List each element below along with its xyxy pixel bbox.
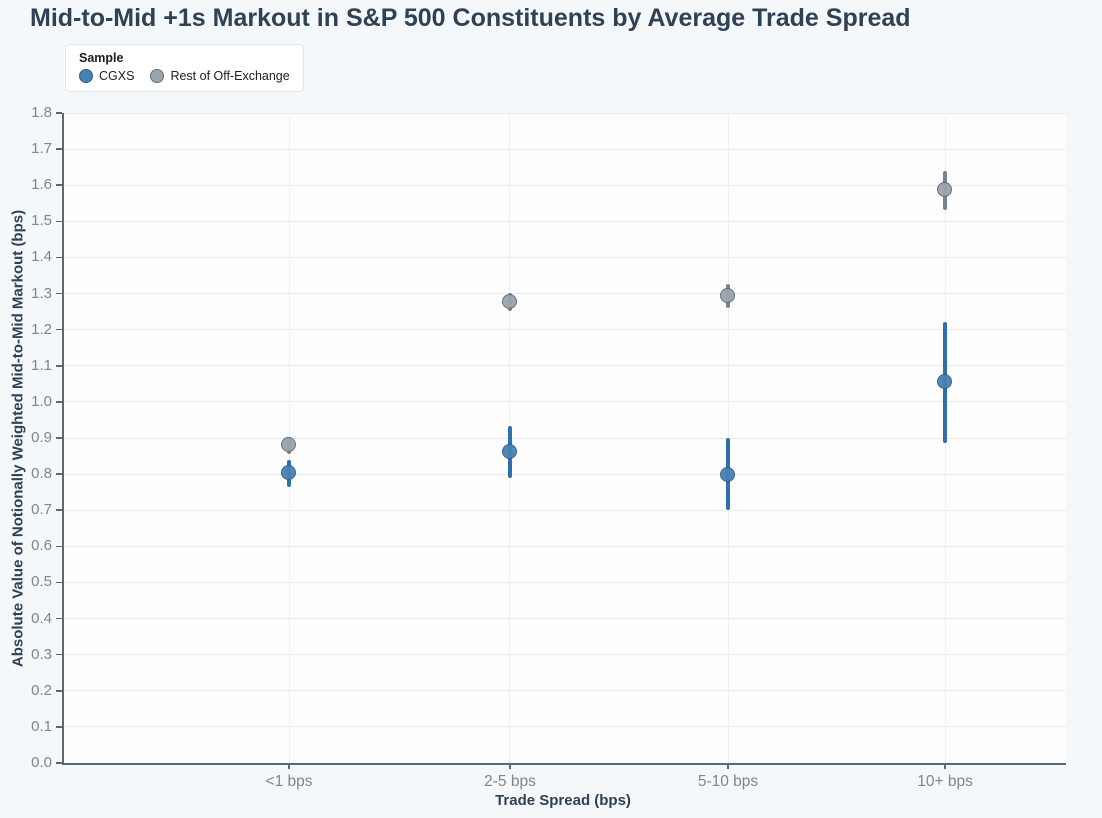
data-point [501,443,517,459]
data-point [501,293,517,309]
x-axis-title: Trade Spread (bps) [495,792,631,809]
y-tick-label: 0.0 [31,754,52,771]
x-tick-mark [509,763,511,769]
x-tick-label: 10+ bps [917,773,973,790]
y-tick-label: 0.3 [31,645,52,663]
data-point [720,288,736,304]
x-tick-mark [288,763,290,769]
legend-label: Rest of Off-Exchange [170,69,290,83]
y-tick-mark [56,365,62,367]
y-tick-mark [56,401,62,403]
series-marker-icon [150,69,165,83]
y-gridline [64,509,1066,511]
x-tick-label: <1 bps [265,773,313,790]
y-tick-mark [56,112,62,114]
y-gridline [64,726,1066,728]
legend-title: Sample [79,51,124,65]
y-tick-label: 1.5 [31,212,52,230]
y-tick-mark [56,653,62,656]
y-tick-label: 1.8 [31,104,52,121]
y-tick-label: 0.4 [31,609,52,627]
y-tick-label: 0.1 [31,717,52,735]
y-tick-label: 1.2 [31,320,52,338]
y-gridline [64,618,1066,620]
y-gridline [64,473,1066,475]
x-tick-label: 5-10 bps [697,773,759,790]
y-tick-mark [56,220,62,223]
y-tick-mark [56,292,62,295]
y-gridline [64,690,1066,692]
y-gridline [64,256,1066,258]
y-tick-mark [56,617,62,620]
y-tick-mark [56,473,62,475]
y-gridline [64,365,1066,367]
y-tick-label: 1.1 [31,356,52,374]
y-tick-mark [56,762,62,764]
y-gridline [64,401,1066,403]
data-point [937,373,953,389]
data-point [281,465,297,481]
y-gridline [64,545,1066,547]
y-tick-mark [56,690,62,692]
y-gridline [64,293,1066,295]
legend-item[interactable]: CGXS [79,69,134,83]
y-tick-label: 0.9 [31,429,52,446]
y-tick-mark [56,545,62,548]
y-tick-label: 1.6 [31,176,52,194]
y-tick-mark [56,148,62,150]
legend-label: CGXS [99,69,135,83]
chart-title: Mid-to-Mid +1s Markout in S&P 500 Consti… [30,4,911,32]
y-gridline [64,329,1066,331]
y-tick-mark [56,581,62,584]
series-marker-icon [79,69,93,83]
plot-area: 0.0 0.1 0.2 0.3 0.4 0.5 0.6 0.7 0.8 0.9 1.0 1.1 1.2 1… [31,104,1066,790]
y-tick-mark [56,726,62,728]
y-gridline [64,437,1066,439]
y-tick-label: 0.6 [31,537,52,555]
x-tick-label: 2-5 bps [484,773,536,790]
y-tick-label: 1.4 [31,248,52,266]
y-tick-mark [56,328,62,331]
y-tick-label: 0.8 [31,465,52,483]
data-point [720,466,736,482]
y-tick-label: 0.7 [31,501,52,519]
y-tick-label: 0.2 [31,681,52,699]
x-tick-mark [727,763,729,769]
y-tick-label: 1.7 [31,140,52,158]
legend-item[interactable]: Rest of Off-Exchange [150,69,290,83]
y-tick-mark [56,509,62,511]
y-tick-mark [56,184,62,186]
y-tick-label: 1.0 [31,392,52,410]
y-gridline [64,148,1066,150]
y-tick-mark [56,256,62,259]
y-gridline [64,184,1066,186]
y-tick-label: 1.3 [31,284,52,302]
legend-items: CGXS Rest of Off-Exchange [79,69,290,83]
data-point [937,181,953,197]
x-tick-mark [944,763,946,769]
y-gridline [64,654,1066,656]
legend: Sample CGXS Rest of Off-Exchange [65,44,304,92]
y-gridline [64,581,1066,583]
y-tick-mark [56,437,62,439]
y-tick-label: 0.5 [31,573,52,591]
data-point [281,437,297,453]
y-gridline [64,220,1066,222]
y-gridline [64,112,1066,114]
